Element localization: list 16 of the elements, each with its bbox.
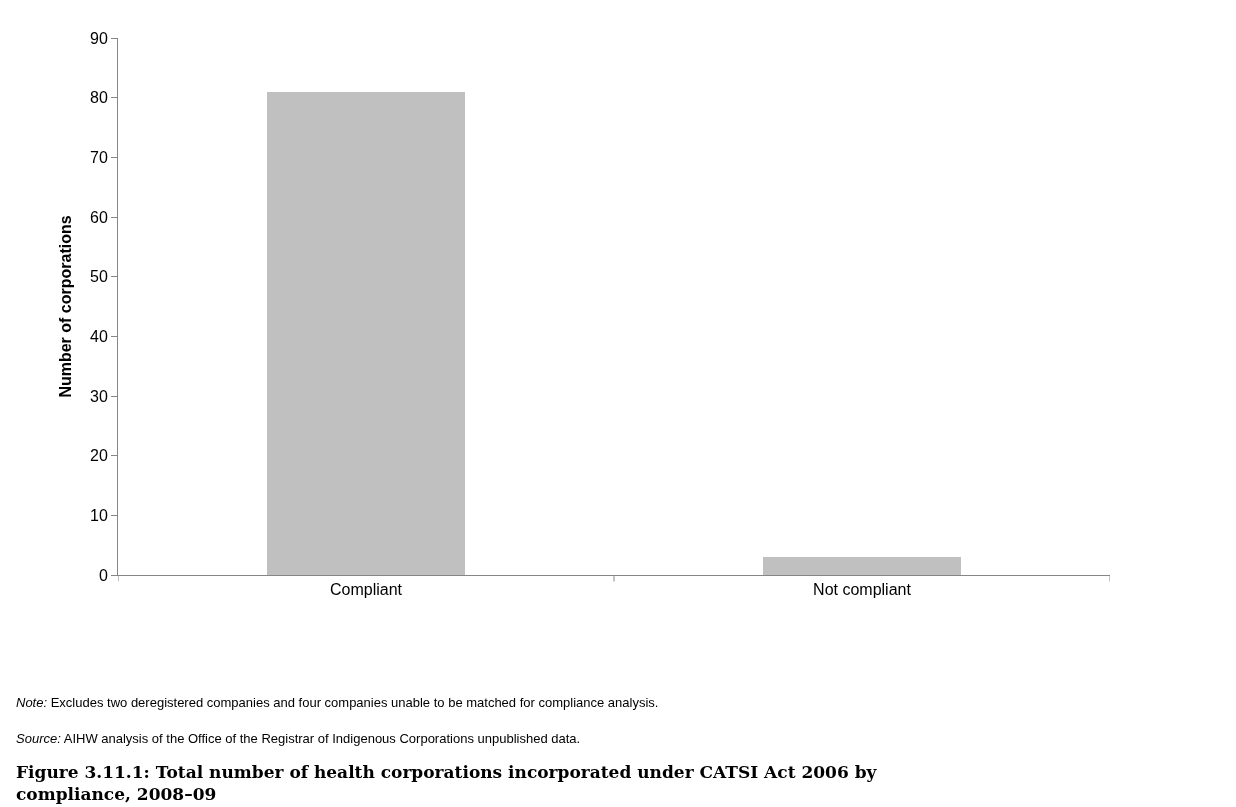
y-tick-label: 20 bbox=[90, 447, 108, 465]
y-tick-label: 0 bbox=[98, 566, 108, 584]
y-tick-label: 10 bbox=[90, 506, 108, 524]
y-tick-label: 80 bbox=[90, 89, 108, 107]
y-tick-label: 40 bbox=[90, 327, 108, 345]
y-tick-label: 60 bbox=[90, 208, 108, 226]
x-tick-label: Compliant bbox=[329, 581, 403, 599]
y-tick-label: 70 bbox=[90, 148, 108, 166]
y-axis-title: Number of corporations bbox=[56, 215, 74, 398]
text: Note: Excludes two deregistered companies and four companies unable to be matched for compliance analysis. bbox=[16, 695, 659, 710]
text: Figure 3.11.1: Total number of health corporations incorporated under CATSI Act 2006 by compliance, 2008–09 bbox=[16, 762, 878, 805]
y-tick-label: 50 bbox=[90, 268, 108, 286]
y-tick-label: 90 bbox=[90, 29, 108, 47]
x-tick-label: Not compliant bbox=[813, 581, 912, 599]
source-note: Source: AIHW analysis of the Office of the Registrar of Indigenous Corporations unpublished data. bbox=[16, 731, 581, 746]
y-tick-label: 30 bbox=[90, 387, 108, 405]
